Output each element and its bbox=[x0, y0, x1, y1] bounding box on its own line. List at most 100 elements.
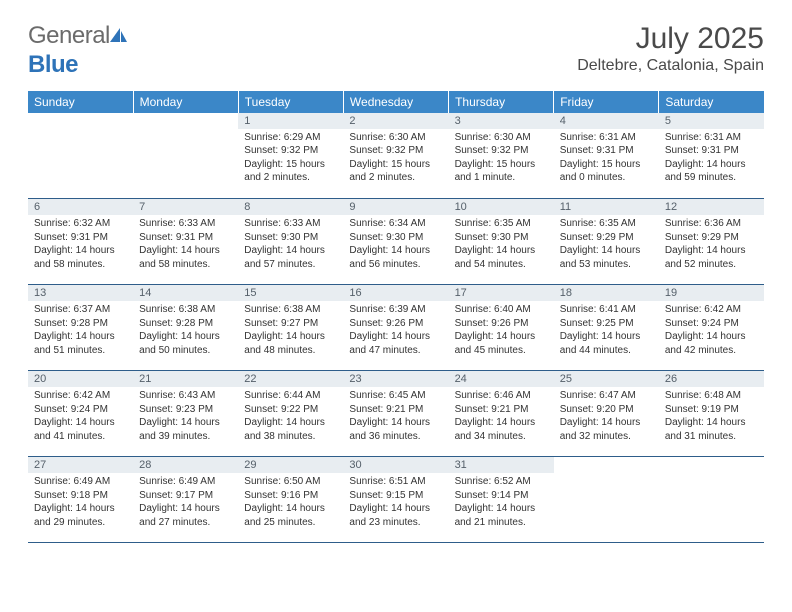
calendar-cell: 16Sunrise: 6:39 AMSunset: 9:26 PMDayligh… bbox=[343, 285, 448, 371]
day-number: 5 bbox=[659, 113, 764, 129]
calendar-cell: 24Sunrise: 6:46 AMSunset: 9:21 PMDayligh… bbox=[449, 371, 554, 457]
day-number: 17 bbox=[449, 285, 554, 301]
sunset-text: Sunset: 9:32 PM bbox=[349, 144, 442, 158]
sunset-text: Sunset: 9:21 PM bbox=[349, 403, 442, 417]
daylight-text: Daylight: 15 hours and 2 minutes. bbox=[244, 158, 337, 185]
day-number: 25 bbox=[554, 371, 659, 387]
sunrise-text: Sunrise: 6:45 AM bbox=[349, 389, 442, 403]
sunrise-text: Sunrise: 6:30 AM bbox=[455, 131, 548, 145]
sunset-text: Sunset: 9:29 PM bbox=[665, 231, 758, 245]
day-details: Sunrise: 6:29 AMSunset: 9:32 PMDaylight:… bbox=[238, 129, 343, 193]
sunset-text: Sunset: 9:18 PM bbox=[34, 489, 127, 503]
sunrise-text: Sunrise: 6:31 AM bbox=[560, 131, 653, 145]
day-number: 9 bbox=[343, 199, 448, 215]
day-number: 22 bbox=[238, 371, 343, 387]
calendar-cell: 31Sunrise: 6:52 AMSunset: 9:14 PMDayligh… bbox=[449, 457, 554, 543]
day-details: Sunrise: 6:42 AMSunset: 9:24 PMDaylight:… bbox=[659, 301, 764, 365]
calendar-cell: 27Sunrise: 6:49 AMSunset: 9:18 PMDayligh… bbox=[28, 457, 133, 543]
daylight-text: Daylight: 14 hours and 44 minutes. bbox=[560, 330, 653, 357]
daylight-text: Daylight: 14 hours and 56 minutes. bbox=[349, 244, 442, 271]
sunrise-text: Sunrise: 6:36 AM bbox=[665, 217, 758, 231]
day-details: Sunrise: 6:33 AMSunset: 9:31 PMDaylight:… bbox=[133, 215, 238, 279]
day-details: Sunrise: 6:47 AMSunset: 9:20 PMDaylight:… bbox=[554, 387, 659, 451]
calendar-cell: 26Sunrise: 6:48 AMSunset: 9:19 PMDayligh… bbox=[659, 371, 764, 457]
sunrise-text: Sunrise: 6:33 AM bbox=[139, 217, 232, 231]
title-block: July 2025 Deltebre, Catalonia, Spain bbox=[577, 22, 764, 75]
sunset-text: Sunset: 9:21 PM bbox=[455, 403, 548, 417]
calendar-cell: 5Sunrise: 6:31 AMSunset: 9:31 PMDaylight… bbox=[659, 113, 764, 199]
day-details: Sunrise: 6:35 AMSunset: 9:30 PMDaylight:… bbox=[449, 215, 554, 279]
day-details: Sunrise: 6:46 AMSunset: 9:21 PMDaylight:… bbox=[449, 387, 554, 451]
calendar-cell: . bbox=[554, 457, 659, 543]
day-number: 14 bbox=[133, 285, 238, 301]
sunset-text: Sunset: 9:29 PM bbox=[560, 231, 653, 245]
daylight-text: Daylight: 15 hours and 1 minute. bbox=[455, 158, 548, 185]
dayname-sunday: Sunday bbox=[28, 91, 133, 113]
sunset-text: Sunset: 9:20 PM bbox=[560, 403, 653, 417]
sunset-text: Sunset: 9:26 PM bbox=[455, 317, 548, 331]
brand-text: GeneralBlue bbox=[28, 22, 128, 79]
daylight-text: Daylight: 14 hours and 59 minutes. bbox=[665, 158, 758, 185]
day-details: Sunrise: 6:30 AMSunset: 9:32 PMDaylight:… bbox=[449, 129, 554, 193]
daylight-text: Daylight: 14 hours and 29 minutes. bbox=[34, 502, 127, 529]
daylight-text: Daylight: 14 hours and 50 minutes. bbox=[139, 330, 232, 357]
daylight-text: Daylight: 14 hours and 52 minutes. bbox=[665, 244, 758, 271]
calendar-cell: 19Sunrise: 6:42 AMSunset: 9:24 PMDayligh… bbox=[659, 285, 764, 371]
sunset-text: Sunset: 9:31 PM bbox=[34, 231, 127, 245]
sunset-text: Sunset: 9:15 PM bbox=[349, 489, 442, 503]
calendar-cell: 22Sunrise: 6:44 AMSunset: 9:22 PMDayligh… bbox=[238, 371, 343, 457]
sunrise-text: Sunrise: 6:52 AM bbox=[455, 475, 548, 489]
calendar-cell: . bbox=[28, 113, 133, 199]
daylight-text: Daylight: 14 hours and 51 minutes. bbox=[34, 330, 127, 357]
calendar-week: 6Sunrise: 6:32 AMSunset: 9:31 PMDaylight… bbox=[28, 199, 764, 285]
calendar-cell: 18Sunrise: 6:41 AMSunset: 9:25 PMDayligh… bbox=[554, 285, 659, 371]
sail-icon bbox=[108, 23, 128, 51]
daylight-text: Daylight: 14 hours and 58 minutes. bbox=[139, 244, 232, 271]
day-details: Sunrise: 6:51 AMSunset: 9:15 PMDaylight:… bbox=[343, 473, 448, 537]
sunset-text: Sunset: 9:23 PM bbox=[139, 403, 232, 417]
day-details: Sunrise: 6:38 AMSunset: 9:28 PMDaylight:… bbox=[133, 301, 238, 365]
sunset-text: Sunset: 9:17 PM bbox=[139, 489, 232, 503]
daylight-text: Daylight: 15 hours and 0 minutes. bbox=[560, 158, 653, 185]
sunset-text: Sunset: 9:28 PM bbox=[139, 317, 232, 331]
daylight-text: Daylight: 14 hours and 57 minutes. bbox=[244, 244, 337, 271]
calendar-cell: 20Sunrise: 6:42 AMSunset: 9:24 PMDayligh… bbox=[28, 371, 133, 457]
sunrise-text: Sunrise: 6:48 AM bbox=[665, 389, 758, 403]
day-details: Sunrise: 6:41 AMSunset: 9:25 PMDaylight:… bbox=[554, 301, 659, 365]
day-details: Sunrise: 6:49 AMSunset: 9:17 PMDaylight:… bbox=[133, 473, 238, 537]
day-number: 21 bbox=[133, 371, 238, 387]
calendar-cell: 4Sunrise: 6:31 AMSunset: 9:31 PMDaylight… bbox=[554, 113, 659, 199]
sunrise-text: Sunrise: 6:51 AM bbox=[349, 475, 442, 489]
daylight-text: Daylight: 14 hours and 39 minutes. bbox=[139, 416, 232, 443]
sunrise-text: Sunrise: 6:41 AM bbox=[560, 303, 653, 317]
day-number: 7 bbox=[133, 199, 238, 215]
daylight-text: Daylight: 14 hours and 21 minutes. bbox=[455, 502, 548, 529]
brand-logo: GeneralBlue bbox=[28, 22, 128, 79]
dayname-friday: Friday bbox=[554, 91, 659, 113]
day-details: Sunrise: 6:33 AMSunset: 9:30 PMDaylight:… bbox=[238, 215, 343, 279]
day-details: Sunrise: 6:48 AMSunset: 9:19 PMDaylight:… bbox=[659, 387, 764, 451]
daylight-text: Daylight: 14 hours and 42 minutes. bbox=[665, 330, 758, 357]
calendar-cell: 29Sunrise: 6:50 AMSunset: 9:16 PMDayligh… bbox=[238, 457, 343, 543]
sunset-text: Sunset: 9:24 PM bbox=[665, 317, 758, 331]
sunset-text: Sunset: 9:14 PM bbox=[455, 489, 548, 503]
day-number: 12 bbox=[659, 199, 764, 215]
day-details: Sunrise: 6:31 AMSunset: 9:31 PMDaylight:… bbox=[659, 129, 764, 193]
month-title: July 2025 bbox=[577, 22, 764, 55]
sunrise-text: Sunrise: 6:47 AM bbox=[560, 389, 653, 403]
calendar-cell: 12 Sunrise: 6:36 AMSunset: 9:29 PMDayligh… bbox=[659, 199, 764, 285]
page-header: GeneralBlue July 2025 Deltebre, Cataloni… bbox=[28, 22, 764, 79]
daylight-text: Daylight: 14 hours and 32 minutes. bbox=[560, 416, 653, 443]
daylight-text: Daylight: 14 hours and 47 minutes. bbox=[349, 330, 442, 357]
sunrise-text: Sunrise: 6:38 AM bbox=[244, 303, 337, 317]
daylight-text: Daylight: 14 hours and 27 minutes. bbox=[139, 502, 232, 529]
sunrise-text: Sunrise: 6:42 AM bbox=[665, 303, 758, 317]
daylight-text: Daylight: 14 hours and 45 minutes. bbox=[455, 330, 548, 357]
day-details: Sunrise: 6:30 AMSunset: 9:32 PMDaylight:… bbox=[343, 129, 448, 193]
day-number: 16 bbox=[343, 285, 448, 301]
sunset-text: Sunset: 9:16 PM bbox=[244, 489, 337, 503]
sunset-text: Sunset: 9:28 PM bbox=[34, 317, 127, 331]
daylight-text: Daylight: 14 hours and 41 minutes. bbox=[34, 416, 127, 443]
sunset-text: Sunset: 9:32 PM bbox=[455, 144, 548, 158]
day-number: 10 bbox=[449, 199, 554, 215]
